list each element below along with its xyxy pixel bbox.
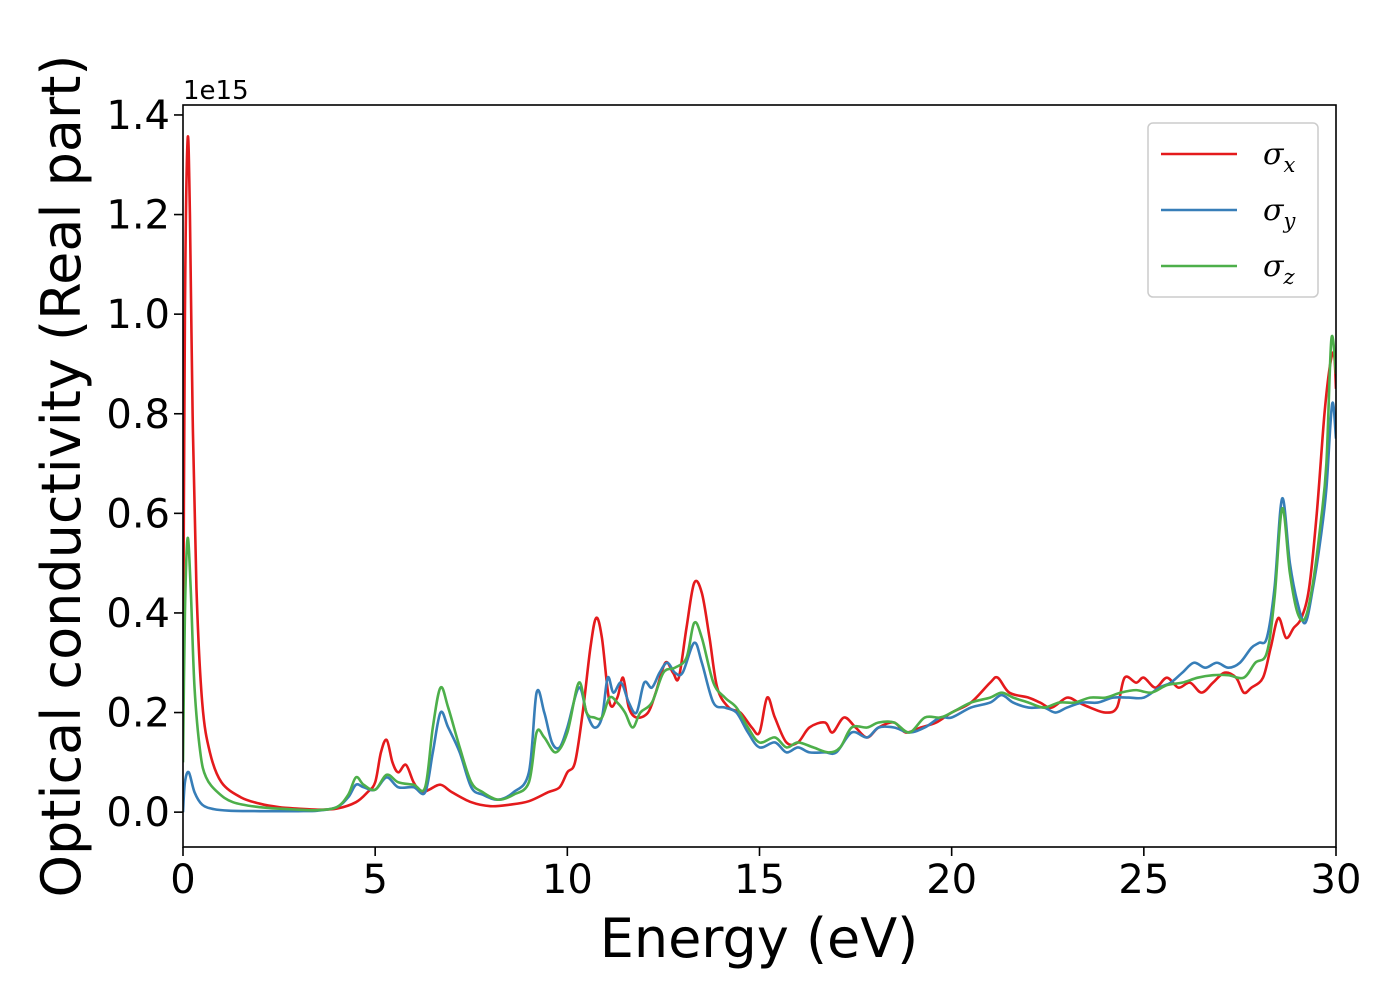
y-tick-label: 1.2 [106,193,170,239]
series-line-sigma-y [183,401,1336,813]
x-tick-label: 30 [1311,857,1362,903]
y-axis-ticks: 0.0 0.2 0.4 0.6 0.8 1.0 1.2 1.4 [106,93,183,836]
series-line-sigma-z [183,334,1336,812]
x-axis-ticks: 0 5 10 15 20 25 30 [170,847,1361,903]
series-layer [183,135,1336,813]
y-tick-label: 1.4 [106,93,170,139]
y-axis-label: Optical conductivity (Real part) [30,55,93,898]
y-tick-label: 0.4 [106,591,170,637]
x-tick-label: 15 [734,857,785,903]
x-tick-label: 0 [170,857,195,903]
x-tick-label: 5 [362,857,387,903]
x-tick-label: 25 [1118,857,1169,903]
legend-label-sigma-x: σx [1263,137,1295,177]
x-tick-label: 20 [926,857,977,903]
y-tick-label: 0.2 [106,691,170,737]
legend-label-sigma-z: σz [1263,249,1295,289]
x-tick-label: 10 [542,857,593,903]
legend: σx σy σz [1147,122,1319,298]
x-axis-label: Energy (eV) [600,907,919,970]
plot-area [183,105,1336,847]
y-tick-label: 0.0 [106,790,170,836]
y-tick-label: 1.0 [106,292,170,338]
y-offset-label: 1e15 [183,76,249,106]
y-tick-label: 0.6 [106,491,170,537]
y-tick-label: 0.8 [106,392,170,438]
legend-label-sigma-y: σy [1263,193,1296,233]
series-line-sigma-x [183,135,1336,811]
